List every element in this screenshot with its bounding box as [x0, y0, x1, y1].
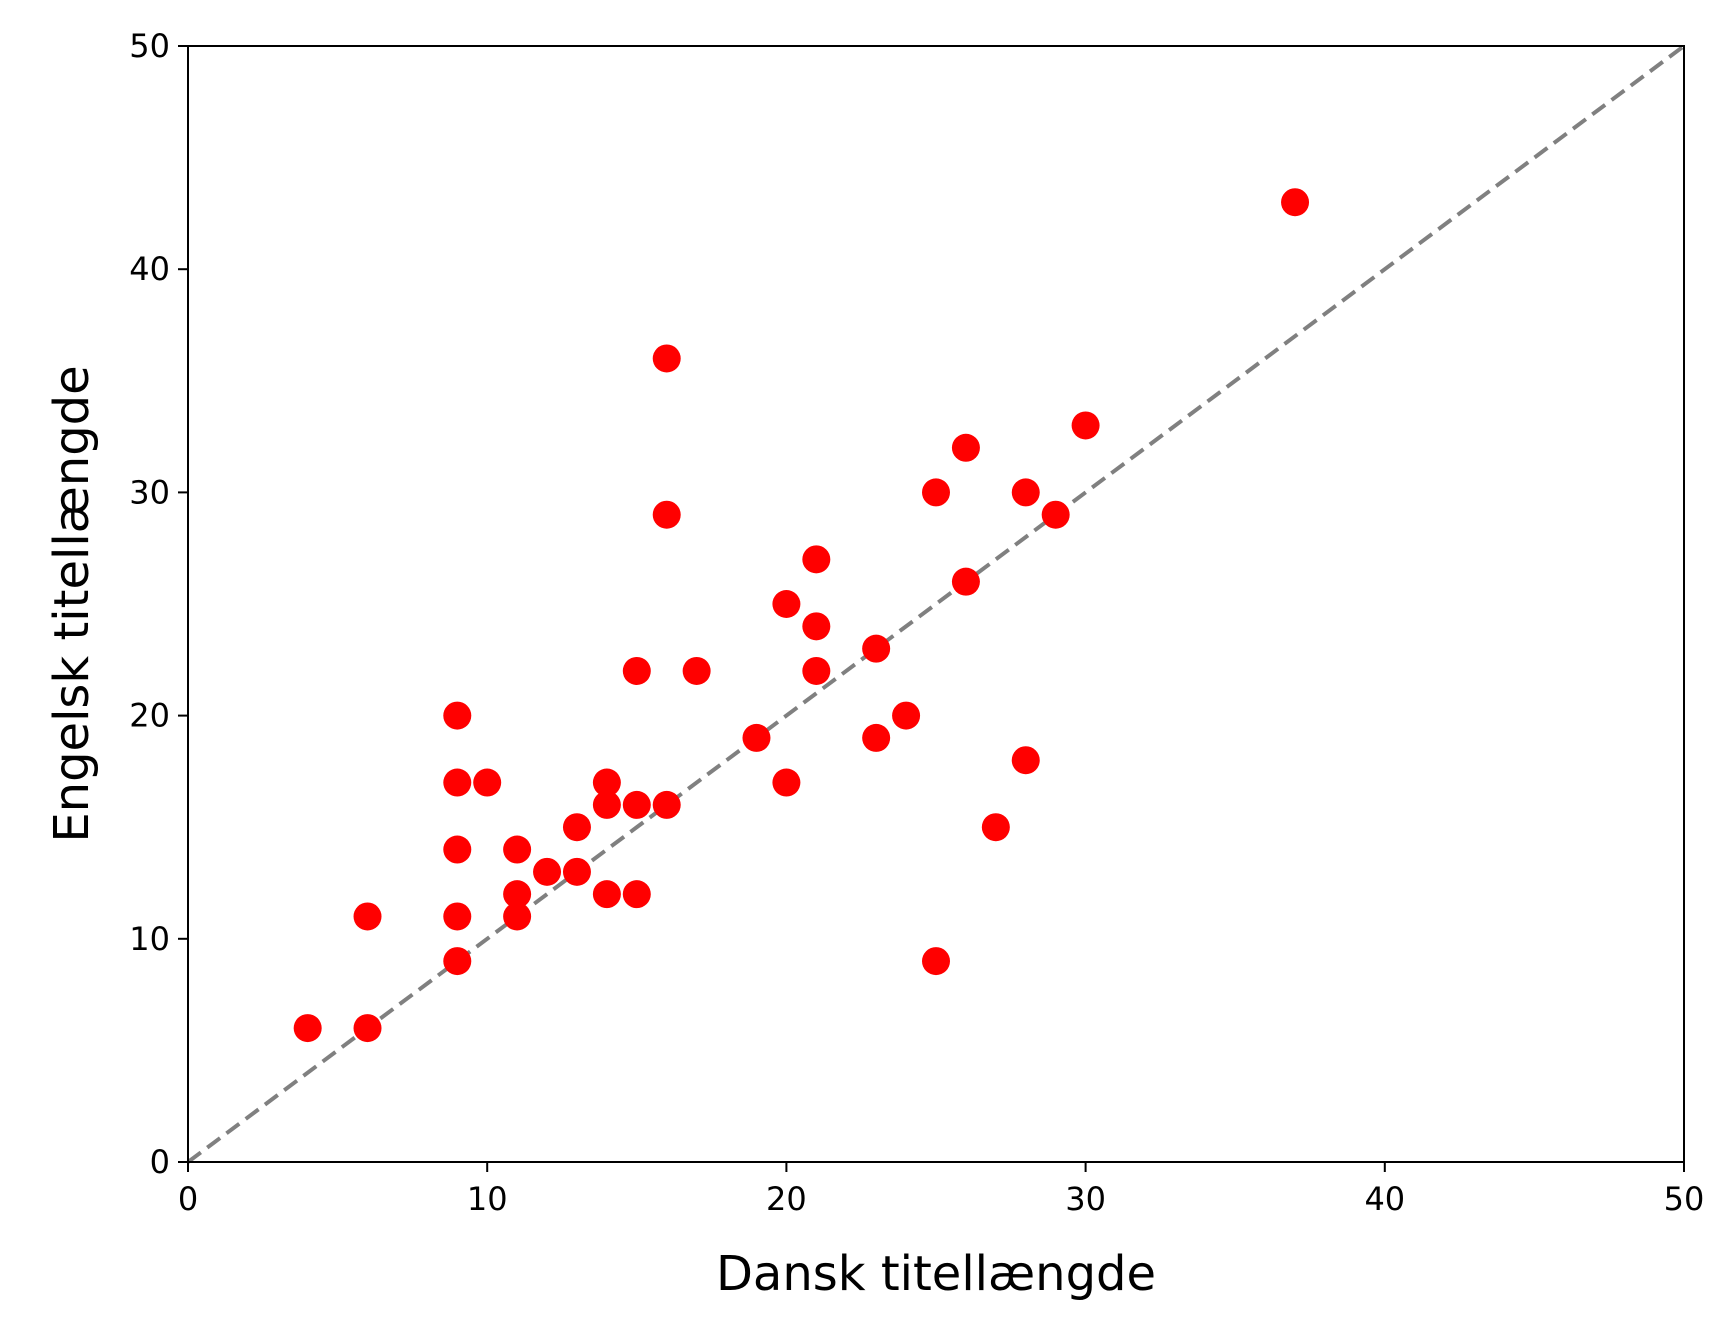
y-tick-label-0: 0: [150, 1143, 170, 1181]
data-point-7: [443, 701, 472, 730]
x-tick-label-0: 0: [178, 1180, 198, 1218]
data-point-12: [533, 857, 562, 886]
data-point-2: [353, 902, 382, 931]
y-tick-label-5: 50: [129, 27, 170, 65]
data-point-18: [622, 880, 651, 909]
y-axis-label: Engelsk titellængde: [44, 365, 100, 842]
data-point-42: [1071, 411, 1100, 440]
data-point-34: [922, 947, 950, 976]
data-point-22: [652, 500, 681, 529]
x-axis-label: Dansk titellængde: [716, 1246, 1156, 1302]
data-point-26: [772, 768, 801, 797]
x-tick-label-2: 20: [766, 1180, 807, 1218]
data-point-27: [772, 590, 801, 618]
data-point-16: [592, 790, 621, 819]
data-point-25: [742, 723, 771, 752]
data-point-23: [652, 344, 681, 373]
x-tick-label-1: 10: [467, 1180, 508, 1218]
x-tick-label-3: 30: [1065, 1180, 1106, 1218]
data-point-1: [353, 1014, 382, 1043]
data-point-41: [1041, 500, 1070, 529]
y-tick-label-4: 40: [129, 250, 170, 288]
data-point-14: [562, 813, 591, 842]
data-point-40: [1011, 478, 1040, 507]
data-point-20: [622, 656, 651, 685]
data-point-6: [443, 768, 472, 797]
data-points: [293, 188, 1310, 1043]
data-point-13: [562, 857, 591, 886]
y-tick-label-1: 10: [129, 920, 170, 958]
data-point-35: [922, 478, 950, 507]
y-tick-label-3: 30: [129, 473, 170, 511]
data-point-15: [592, 880, 621, 909]
data-point-36: [951, 567, 980, 596]
plot-frame: [187, 45, 1685, 1163]
x-axis-ticks: 0 10 20 30 40 50: [178, 1162, 1705, 1218]
data-point-39: [1011, 746, 1040, 775]
data-point-8: [473, 768, 502, 797]
data-point-29: [802, 612, 831, 641]
data-point-17: [592, 768, 621, 797]
data-point-11: [503, 835, 532, 864]
data-point-33: [892, 701, 921, 730]
data-point-24: [682, 656, 711, 685]
data-point-28: [802, 656, 831, 685]
data-point-0: [293, 1014, 322, 1043]
data-point-9: [503, 902, 532, 931]
data-point-43: [1281, 188, 1310, 217]
data-point-31: [862, 723, 891, 752]
data-point-21: [652, 790, 681, 819]
x-tick-label-5: 50: [1664, 1180, 1705, 1218]
data-point-30: [802, 545, 831, 574]
data-point-19: [622, 790, 651, 819]
data-point-10: [503, 880, 532, 909]
data-point-37: [951, 433, 980, 462]
data-point-5: [443, 835, 472, 864]
y-tick-label-2: 20: [129, 697, 170, 735]
y-axis-ticks: 0 10 20 30 40 50: [129, 27, 188, 1181]
data-point-38: [981, 813, 1010, 842]
x-tick-label-4: 40: [1364, 1180, 1405, 1218]
data-point-4: [443, 902, 472, 931]
data-point-32: [862, 634, 891, 663]
data-point-3: [443, 947, 472, 976]
